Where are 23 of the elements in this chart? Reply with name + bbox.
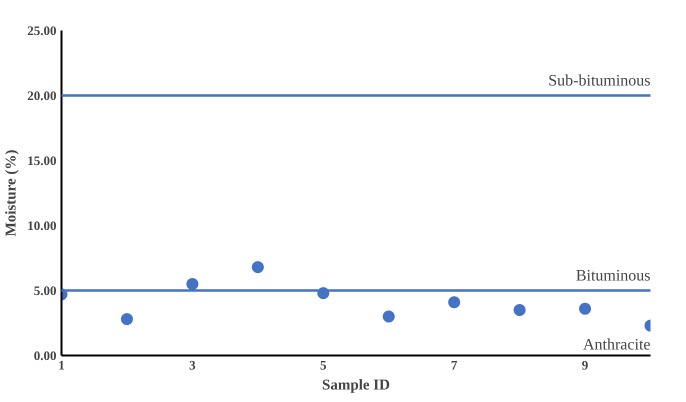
x-tick-label: 9 (582, 358, 589, 372)
y-tick-label: 5.00 (34, 283, 56, 298)
ref-line-label: Sub-bituminous (548, 72, 650, 90)
y-tick-label: 15.00 (27, 153, 56, 168)
ref-line-label: Bituminous (576, 268, 651, 284)
y-axis-title: Moisture (%) (3, 150, 20, 236)
annotation: Anthracite (582, 336, 651, 354)
x-tick-label: 7 (450, 358, 458, 372)
y-tick-label: 25.00 (27, 23, 56, 38)
point (382, 310, 395, 322)
point (252, 261, 264, 274)
x-axis-title: Sample ID (322, 378, 390, 394)
y-tick-label: 20.00 (27, 88, 56, 103)
x-tick-label: 5 (320, 358, 328, 372)
point (186, 278, 198, 290)
y-tick-label: 10.00 (27, 218, 56, 233)
x-tick-label: 1 (58, 358, 65, 372)
point (579, 302, 592, 315)
x-tick-label: 3 (189, 358, 196, 372)
y-tick-label: 0.00 (34, 348, 56, 363)
point (514, 304, 526, 316)
point (448, 296, 460, 308)
point (120, 313, 133, 326)
